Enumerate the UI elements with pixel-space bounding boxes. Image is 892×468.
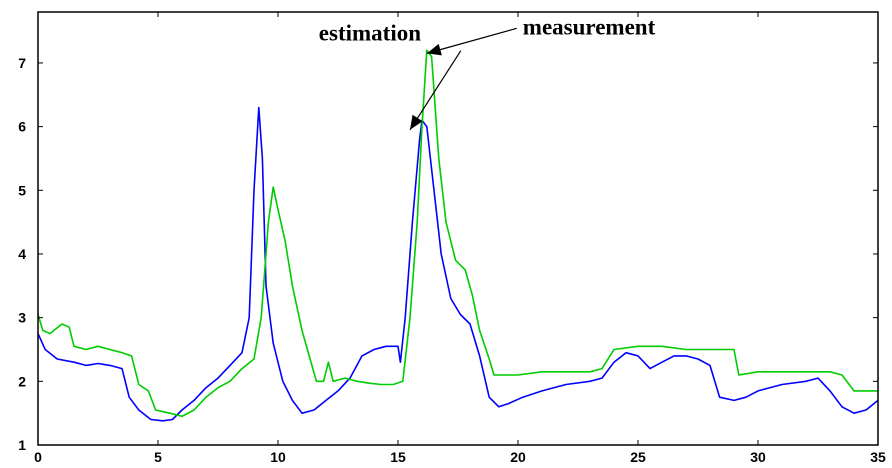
x-tick-label: 10 bbox=[270, 449, 286, 465]
y-tick-label: 4 bbox=[18, 246, 26, 262]
x-tick-label: 5 bbox=[154, 449, 162, 465]
y-tick-label: 2 bbox=[18, 373, 26, 389]
x-tick-label: 25 bbox=[630, 449, 646, 465]
x-tick-label: 15 bbox=[390, 449, 406, 465]
annotation-layer: estimation measurement bbox=[319, 14, 656, 131]
annotation-arrowhead bbox=[410, 114, 423, 130]
x-tick-label: 30 bbox=[750, 449, 766, 465]
plot-frame bbox=[37, 11, 879, 446]
x-tick-label: 0 bbox=[34, 449, 42, 465]
y-tick-label: 5 bbox=[18, 182, 26, 198]
annotation-label-estimation: estimation bbox=[319, 21, 421, 46]
annotation-arrowhead bbox=[426, 43, 442, 56]
y-tick-label: 6 bbox=[18, 119, 26, 135]
annotation-label-measurement: measurement bbox=[523, 14, 656, 39]
y-tick-label: 1 bbox=[18, 437, 26, 453]
x-tick-label: 35 bbox=[870, 449, 886, 465]
series-layer bbox=[37, 49, 879, 422]
annotation-arrow-line bbox=[426, 27, 517, 54]
x-tick-label: 20 bbox=[510, 449, 526, 465]
ticks-layer: 0 5 10 15 20 25 30 35 1 2 3 4 5 6 7 bbox=[18, 12, 886, 465]
annotation-arrow-line bbox=[409, 50, 462, 131]
y-tick-label: 3 bbox=[18, 310, 26, 326]
y-tick-label: 7 bbox=[18, 55, 26, 71]
series-line-2 bbox=[37, 49, 878, 418]
series-line-1 bbox=[37, 106, 879, 422]
